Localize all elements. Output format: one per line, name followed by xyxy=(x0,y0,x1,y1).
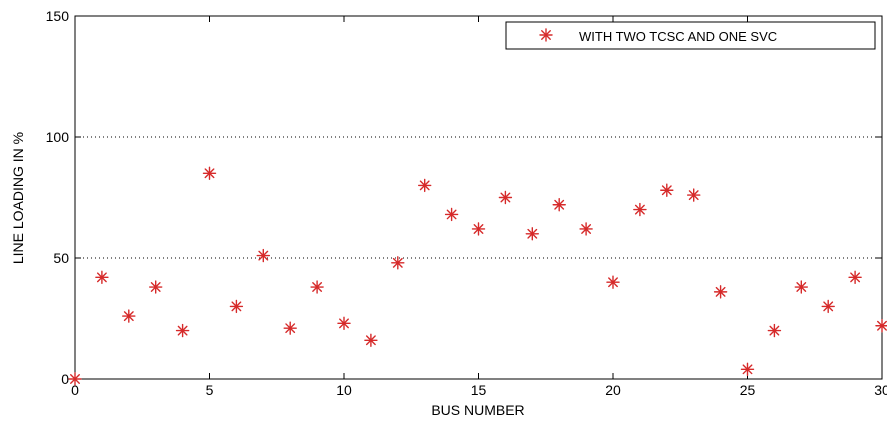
y-tick-label-100: 100 xyxy=(46,129,70,145)
data-point xyxy=(202,166,217,181)
axis-tick-labels: 0 5 10 15 20 25 30 0 50 100 150 xyxy=(46,8,887,398)
data-point xyxy=(821,299,835,314)
axis-ticks xyxy=(74,15,883,380)
data-point xyxy=(579,222,593,236)
data-point xyxy=(175,323,190,338)
data-point xyxy=(310,280,324,294)
x-tick-label-10: 10 xyxy=(336,382,352,398)
data-point xyxy=(875,319,887,333)
y-tick-label-50: 50 xyxy=(53,250,69,266)
data-point xyxy=(740,362,755,377)
data-point xyxy=(229,299,244,314)
legend-asterisk-icon xyxy=(539,28,553,42)
data-point xyxy=(552,198,566,212)
data-point xyxy=(148,280,163,294)
legend-box xyxy=(505,21,876,50)
data-point xyxy=(444,207,459,222)
data-point xyxy=(68,372,82,386)
legend-label: WITH TWO TCSC AND ONE SVC xyxy=(579,29,777,44)
data-point xyxy=(391,256,405,270)
data-point xyxy=(848,270,862,285)
x-tick-label-20: 20 xyxy=(605,382,621,398)
data-point xyxy=(283,321,297,335)
data-point xyxy=(525,227,539,241)
data-points xyxy=(68,166,887,386)
data-point xyxy=(95,270,109,285)
legend: WITH TWO TCSC AND ONE SVC xyxy=(505,21,876,50)
x-tick-label-5: 5 xyxy=(206,382,214,398)
x-tick-label-25: 25 xyxy=(740,382,756,398)
x-tick-label-30: 30 xyxy=(874,382,887,398)
data-point xyxy=(687,188,701,202)
x-tick-label-0: 0 xyxy=(71,382,79,398)
data-point xyxy=(660,183,674,197)
data-point xyxy=(606,275,620,289)
data-point xyxy=(498,190,513,205)
y-axis-title: LINE LOADING IN % xyxy=(10,132,26,264)
y-tick-label-0: 0 xyxy=(61,371,69,387)
x-tick-label-15: 15 xyxy=(471,382,487,398)
x-axis-title: BUS NUMBER xyxy=(431,402,524,418)
plot-area xyxy=(74,15,883,380)
data-point xyxy=(633,202,647,217)
data-point xyxy=(767,323,782,338)
legend-marker-asterisk xyxy=(539,28,553,42)
data-point xyxy=(471,222,486,236)
grid-lines xyxy=(75,136,882,259)
data-point xyxy=(794,280,808,294)
data-point xyxy=(337,316,351,331)
data-point xyxy=(713,285,728,299)
data-point xyxy=(122,309,136,323)
y-tick-label-150: 150 xyxy=(46,8,70,24)
data-point xyxy=(418,178,432,193)
data-point xyxy=(364,333,378,347)
data-point xyxy=(256,248,270,263)
